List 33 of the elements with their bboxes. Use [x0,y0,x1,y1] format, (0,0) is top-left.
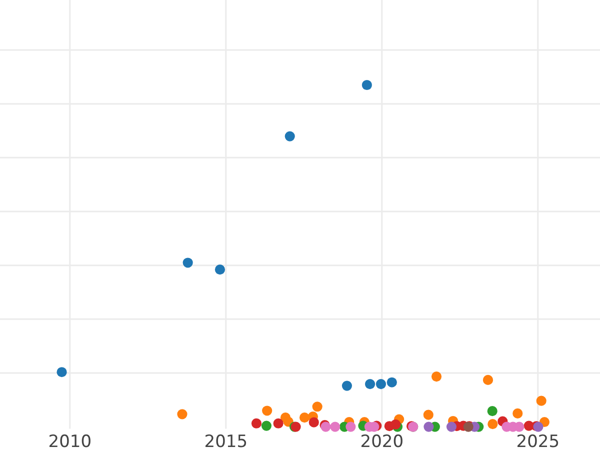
point [299,412,310,423]
x-tick-label: 2010 [48,432,92,450]
point [488,419,498,430]
point [251,418,262,428]
point [261,420,272,431]
point [312,402,322,412]
point [308,417,319,428]
point [446,422,457,432]
point [376,379,386,390]
point [182,258,193,268]
x-tick-label: 2025 [516,432,560,450]
point [424,422,434,432]
point [177,409,188,420]
point [386,377,397,388]
point [487,406,498,416]
point [56,367,67,378]
point [330,422,340,432]
point [284,131,295,142]
point [482,374,494,386]
point [346,422,356,432]
point [512,408,523,419]
point [273,418,284,428]
point [214,264,226,275]
point [536,396,546,406]
point [342,380,352,391]
x-tick-label: 2015 [204,432,248,450]
point [262,406,272,416]
x-tick-label: 2020 [360,432,404,450]
point [390,419,401,430]
point [362,80,372,90]
point [365,379,376,390]
point [431,372,442,382]
point [423,410,434,420]
